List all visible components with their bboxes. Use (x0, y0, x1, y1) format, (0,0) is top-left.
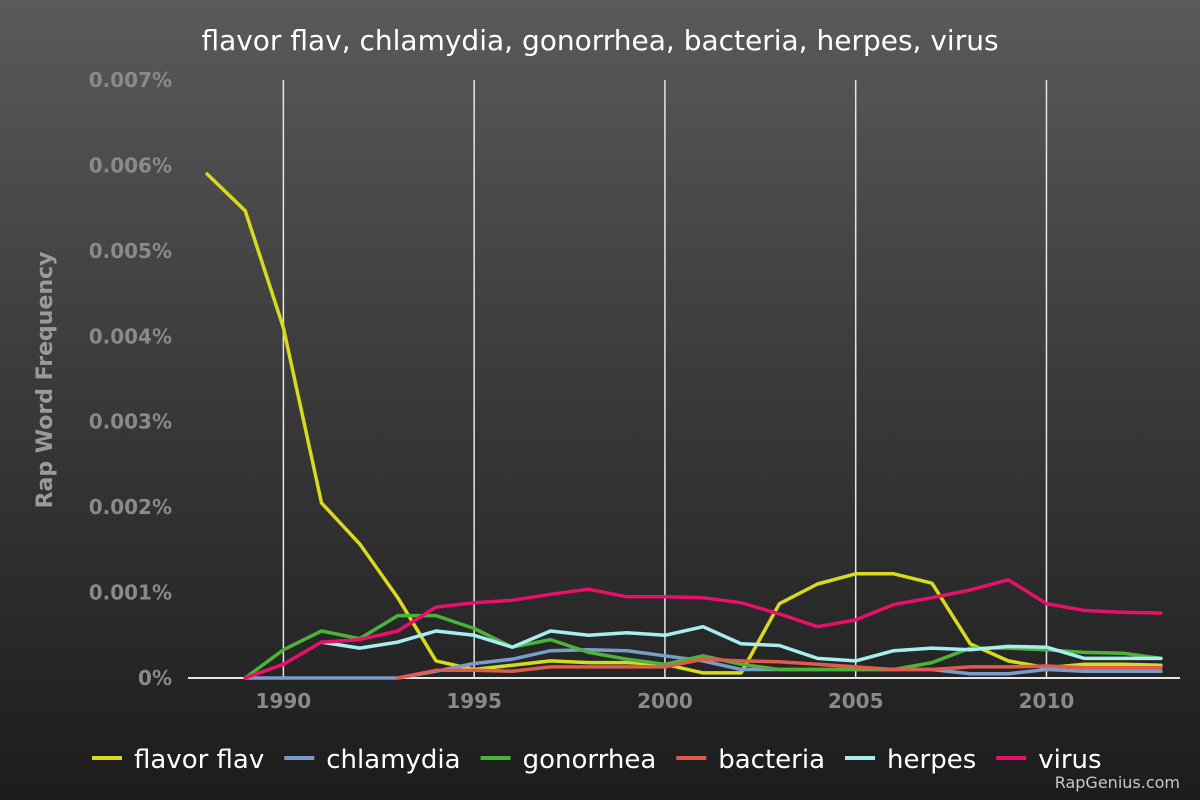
legend-label: chlamydia (326, 745, 460, 775)
legend-label: gonorrhea (523, 745, 657, 775)
legend-label: virus (1038, 745, 1101, 775)
credit-label: RapGenius.com (1055, 773, 1180, 792)
y-tick-label: 0.007% (89, 68, 172, 92)
x-tick-label: 2005 (828, 689, 884, 713)
y-tick-label: 0.006% (89, 153, 172, 177)
y-axis-label: Rap Word Frequency (33, 252, 58, 509)
y-tick-label: 0.003% (89, 410, 172, 434)
legend: flavor flav chlamydia gonorrhea bacteria her… (92, 745, 1102, 775)
grid-lines (282, 80, 1048, 678)
legend-label: flavor flav (134, 745, 264, 775)
y-tick-label: 0% (138, 666, 172, 690)
x-tick-label: 1995 (446, 689, 502, 713)
series-line-herpes (319, 624, 1163, 663)
series-line-bacteria (396, 657, 1163, 680)
x-tick-label: 2000 (637, 689, 693, 713)
y-tick-label: 0.005% (89, 239, 172, 263)
legend-label: herpes (887, 745, 976, 775)
legend-label: bacteria (718, 745, 825, 775)
y-tick-label: 0.001% (89, 581, 172, 605)
axes: 1990 1995 2000 2005 2010 0% 0.001% 0.002% 0.003%… (89, 68, 1180, 713)
series-line-flavor-flav (205, 172, 1163, 675)
x-tick-label: 1990 (256, 689, 312, 713)
series-lines (205, 172, 1163, 680)
series-line-virus (243, 578, 1163, 680)
x-tick-label: 2010 (1019, 689, 1075, 713)
y-tick-label: 0.004% (89, 324, 172, 348)
y-tick-label: 0.002% (89, 495, 172, 519)
chart-title: flavor flav, chlamydia, gonorrhea, bacte… (201, 24, 998, 57)
